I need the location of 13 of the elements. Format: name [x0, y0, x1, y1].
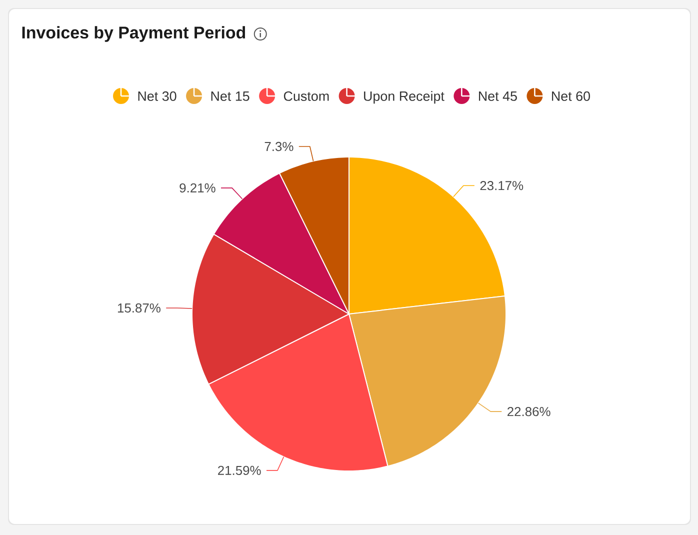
data-label: 9.21% — [180, 183, 216, 192]
data-label: 21.59% — [218, 466, 261, 476]
data-label: 23.17% — [480, 181, 524, 190]
legend-label: Net 45 — [478, 92, 517, 101]
legend-label: Net 60 — [552, 91, 590, 101]
data-label: 7.3% — [264, 142, 294, 152]
data-label: 22.86% — [508, 406, 550, 416]
legend-label: Custom — [284, 91, 329, 101]
chart-title: Invoices by Payment Period — [22, 26, 246, 42]
legend-label: Net 30 — [138, 91, 176, 101]
legend-label: Upon Receipt — [364, 91, 444, 104]
legend-label: Net 15 — [211, 92, 250, 101]
data-label: 15.87% — [118, 303, 160, 313]
